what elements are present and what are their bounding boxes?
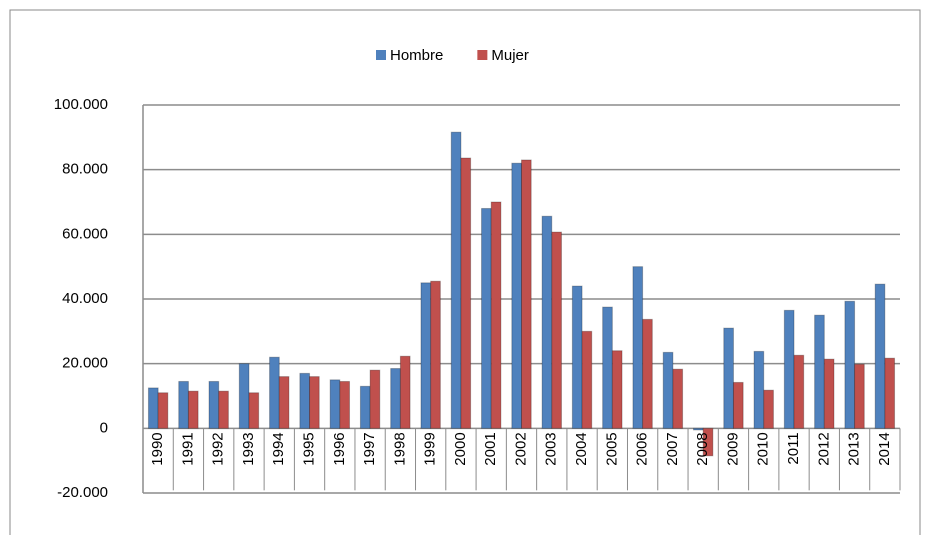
y-tick-label: 40.000 <box>62 290 108 307</box>
bar <box>390 368 401 429</box>
bar <box>814 314 825 429</box>
bar <box>460 157 472 429</box>
bar <box>269 356 280 429</box>
bar <box>692 427 704 431</box>
x-tick-label: 1990 <box>149 432 166 465</box>
x-tick-label: 2006 <box>634 432 651 465</box>
x-tick-label: 2005 <box>603 432 620 465</box>
bar <box>723 327 734 429</box>
x-tick-label: 2001 <box>482 432 499 465</box>
y-tick-label: 20.000 <box>62 355 108 372</box>
bar <box>632 266 644 429</box>
bar <box>783 309 795 429</box>
bar <box>884 357 896 429</box>
x-tick-label: 2000 <box>452 432 469 465</box>
bar <box>147 387 159 429</box>
bar <box>541 215 553 429</box>
x-tick-label: 1995 <box>301 432 318 465</box>
bar <box>511 162 522 429</box>
bar <box>490 201 502 429</box>
bar <box>430 280 441 429</box>
bar <box>450 131 462 429</box>
x-tick-label: 2009 <box>724 432 741 465</box>
x-tick-label: 1998 <box>391 432 408 465</box>
bar <box>571 285 583 429</box>
x-tick-label: 2007 <box>664 432 681 465</box>
bar <box>763 389 774 429</box>
x-tick-label: 1996 <box>331 432 348 465</box>
bar <box>642 318 653 429</box>
legend-label: Hombre <box>390 47 443 64</box>
bar <box>339 380 351 429</box>
bar <box>309 376 320 429</box>
bar <box>178 380 189 429</box>
x-tick-label: 2011 <box>785 432 802 464</box>
y-tick-label: -20.000 <box>57 484 108 501</box>
bar <box>662 351 674 429</box>
bar <box>732 381 744 429</box>
bar <box>611 350 623 429</box>
y-tick-label: 60.000 <box>62 225 108 242</box>
bar <box>208 380 220 429</box>
bar <box>218 390 229 429</box>
bar <box>399 355 411 429</box>
x-tick-label: 2010 <box>755 432 772 465</box>
x-tick-label: 2013 <box>846 432 863 465</box>
x-tick-label: 2008 <box>694 432 711 465</box>
x-tick-label: 1991 <box>179 432 196 465</box>
x-tick-label: 1994 <box>270 432 287 465</box>
bar <box>157 392 169 429</box>
bar <box>602 306 613 429</box>
bar <box>854 363 865 429</box>
bar <box>581 330 593 429</box>
legend-swatch <box>477 50 488 60</box>
bar <box>329 379 341 429</box>
bar <box>481 207 492 429</box>
bar <box>753 350 765 429</box>
bar <box>521 159 532 429</box>
bar <box>823 358 835 429</box>
x-tick-label: 1999 <box>422 432 439 465</box>
x-tick-label: 2012 <box>815 432 832 465</box>
bar <box>299 372 311 429</box>
bar <box>369 369 381 429</box>
legend-swatch <box>376 50 386 60</box>
bar <box>278 376 290 429</box>
bar <box>248 392 260 429</box>
y-tick-label: 0 <box>100 419 108 436</box>
bar <box>420 282 432 429</box>
x-tick-label: 1992 <box>210 432 227 465</box>
bar <box>672 368 684 429</box>
x-tick-label: 2002 <box>512 432 529 465</box>
y-tick-label: 80.000 <box>62 161 108 178</box>
bar <box>793 354 805 429</box>
bar <box>238 363 250 429</box>
bar <box>359 385 371 429</box>
x-tick-label: 2004 <box>573 432 590 465</box>
x-tick-label: 1997 <box>361 432 378 465</box>
x-tick-label: 2014 <box>876 432 893 465</box>
bar <box>874 283 886 429</box>
bar <box>702 427 714 457</box>
legend-label: Mujer <box>491 47 529 64</box>
x-tick-label: 1993 <box>240 432 257 465</box>
bar <box>844 300 856 429</box>
bar <box>551 231 562 429</box>
x-tick-label: 2003 <box>543 432 560 465</box>
bar <box>187 390 199 429</box>
y-tick-label: 100.000 <box>54 96 108 113</box>
